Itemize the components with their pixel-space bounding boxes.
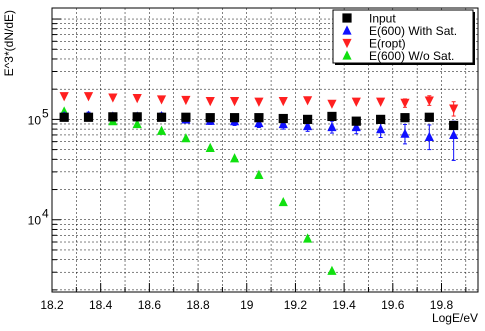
legend-label: E(600) W/o Sat. <box>369 49 454 63</box>
data-point <box>156 112 167 122</box>
data-point <box>424 96 434 106</box>
data-point <box>376 114 386 124</box>
legend-label: E(ropt) <box>369 37 406 51</box>
x-tick-label: 19.2 <box>284 298 308 312</box>
data-point <box>108 93 118 103</box>
legend-marker <box>342 38 352 49</box>
data-point <box>400 128 410 138</box>
data-point <box>449 129 459 140</box>
data-point <box>278 118 288 129</box>
legend-marker <box>342 13 352 23</box>
data-point <box>205 142 215 152</box>
data-point <box>400 113 410 123</box>
data-point <box>351 116 361 126</box>
data-point <box>303 96 313 106</box>
data-point <box>376 124 386 134</box>
x-tick-label: 19.4 <box>332 298 356 312</box>
data-point <box>278 97 288 107</box>
y-tick-label: 10 <box>28 113 42 127</box>
data-point <box>327 121 337 132</box>
series-input <box>59 111 459 131</box>
data-point <box>132 93 142 104</box>
data-point <box>156 95 167 105</box>
legend-box <box>332 9 474 64</box>
data-point <box>327 111 337 122</box>
legend-marker <box>342 50 352 60</box>
data-point <box>205 97 215 107</box>
y-axis-label: E^3*(dN/dE) <box>2 10 16 76</box>
data-point <box>327 99 337 109</box>
data-point <box>278 196 288 207</box>
data-point <box>181 112 191 122</box>
data-point <box>132 112 142 122</box>
data-point <box>303 120 313 131</box>
x-tick-label: 18.4 <box>89 298 113 312</box>
legend-marker <box>342 25 352 35</box>
data-point <box>327 265 337 275</box>
data-point <box>254 97 264 107</box>
data-point <box>254 169 264 179</box>
data-point <box>400 98 410 108</box>
data-point <box>59 92 69 102</box>
series-e-ropt- <box>59 92 459 117</box>
y-tick-exponent: 5 <box>42 106 49 120</box>
x-tick-label: 19.6 <box>381 298 405 312</box>
data-point <box>278 113 288 124</box>
data-point <box>351 97 361 107</box>
data-point <box>229 153 240 163</box>
data-point <box>59 112 69 122</box>
data-point <box>254 117 264 128</box>
data-point <box>181 133 191 143</box>
y-tick-exponent: 4 <box>42 207 49 221</box>
data-point <box>376 97 386 107</box>
data-point <box>205 113 215 123</box>
data-point <box>83 92 94 102</box>
data-point <box>229 97 240 107</box>
x-tick-label: 18.2 <box>40 298 64 312</box>
data-point <box>229 113 240 123</box>
series-e-600-w-o-sat- <box>59 106 337 275</box>
y-tick-label: 10 <box>28 214 42 228</box>
data-point <box>181 95 191 106</box>
legend-label: E(600) With Sat. <box>369 24 457 38</box>
data-point <box>449 120 459 131</box>
data-point <box>132 118 142 129</box>
data-point <box>83 112 94 122</box>
x-tick-label: 19 <box>240 298 254 312</box>
data-point <box>254 113 264 123</box>
data-point <box>156 125 167 135</box>
x-tick-label: 18.8 <box>186 298 210 312</box>
data-point <box>449 104 459 114</box>
grid <box>51 8 478 292</box>
x-tick-label: 19.8 <box>430 298 454 312</box>
data-point <box>424 112 434 122</box>
x-axis-label: LogE/eV <box>432 311 478 325</box>
data-point <box>303 233 313 243</box>
legend-label: Input <box>369 12 396 26</box>
data-point <box>424 131 434 141</box>
data-point <box>303 114 313 124</box>
data-point <box>108 112 118 122</box>
data-point <box>351 121 361 132</box>
data-marks <box>59 92 459 275</box>
x-tick-label: 18.6 <box>138 298 162 312</box>
